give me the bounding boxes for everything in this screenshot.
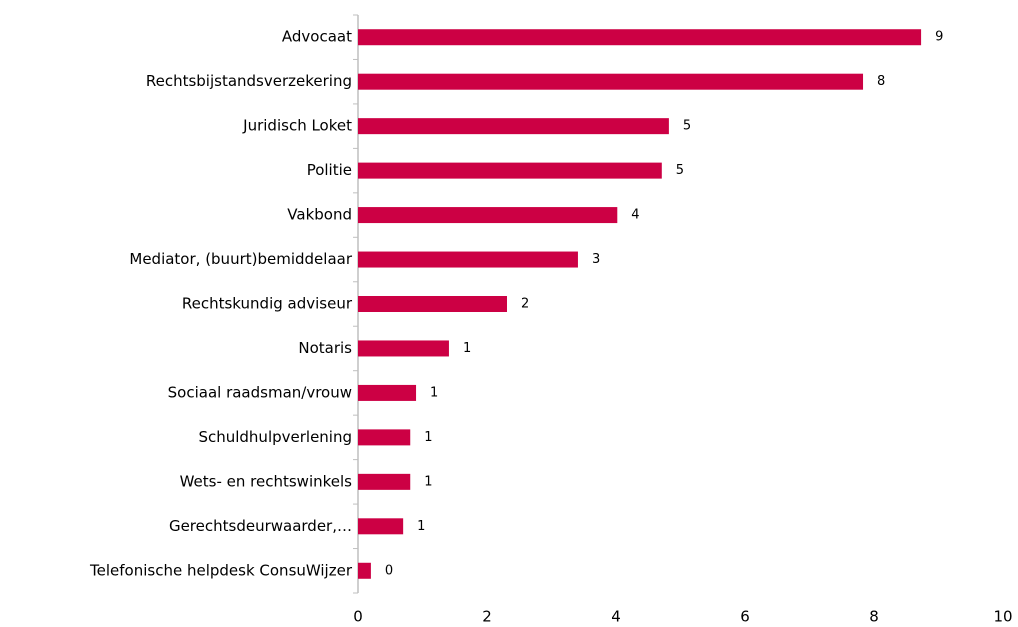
y-tick-label: Schuldhulpverlening — [198, 428, 352, 446]
value-label: 0 — [385, 563, 393, 578]
x-tick-label: 2 — [482, 608, 492, 626]
value-label: 8 — [877, 74, 885, 89]
y-tick-label: Politie — [307, 161, 352, 179]
bar — [358, 207, 618, 224]
y-tick-label: Notaris — [298, 339, 352, 357]
x-tick-label: 10 — [993, 608, 1012, 626]
bar — [358, 429, 411, 446]
bar — [358, 162, 662, 179]
bar — [358, 118, 669, 135]
y-tick-label: Gerechtsdeurwaarder,… — [169, 517, 352, 535]
bar — [358, 251, 578, 268]
value-label: 5 — [676, 163, 684, 178]
value-label: 5 — [683, 119, 691, 134]
value-label: 9 — [935, 30, 943, 45]
value-label: 1 — [424, 474, 432, 489]
value-label: 4 — [631, 208, 639, 223]
bar — [358, 562, 371, 579]
y-tick-label: Wets- en rechtswinkels — [180, 472, 353, 490]
bar — [358, 384, 417, 401]
bar — [358, 296, 507, 312]
x-tick-label: 4 — [611, 608, 621, 626]
bar — [358, 340, 449, 357]
bar — [358, 29, 922, 46]
x-tick-label: 0 — [353, 608, 363, 626]
value-label: 1 — [430, 385, 438, 400]
y-tick-label: Sociaal raadsman/vrouw — [168, 383, 352, 401]
y-tick-label: Rechtskundig adviseur — [182, 295, 353, 313]
x-tick-label: 6 — [740, 608, 750, 626]
value-label: 2 — [521, 297, 529, 312]
bar — [358, 73, 864, 90]
value-label: 1 — [417, 519, 425, 534]
bar — [358, 518, 404, 535]
y-tick-label: Rechtsbijstandsverzekering — [146, 72, 352, 90]
value-label: 3 — [592, 252, 600, 267]
value-label: 1 — [463, 341, 471, 356]
y-tick-label: Mediator, (buurt)bemiddelaar — [129, 250, 352, 268]
y-tick-label: Juridisch Loket — [242, 117, 352, 135]
x-tick-label: 8 — [869, 608, 879, 626]
y-tick-label: Telefonische helpdesk ConsuWijzer — [89, 561, 353, 579]
y-tick-label: Advocaat — [282, 28, 352, 46]
value-label: 1 — [424, 430, 432, 445]
bar — [358, 473, 411, 490]
y-tick-label: Vakbond — [287, 206, 352, 224]
